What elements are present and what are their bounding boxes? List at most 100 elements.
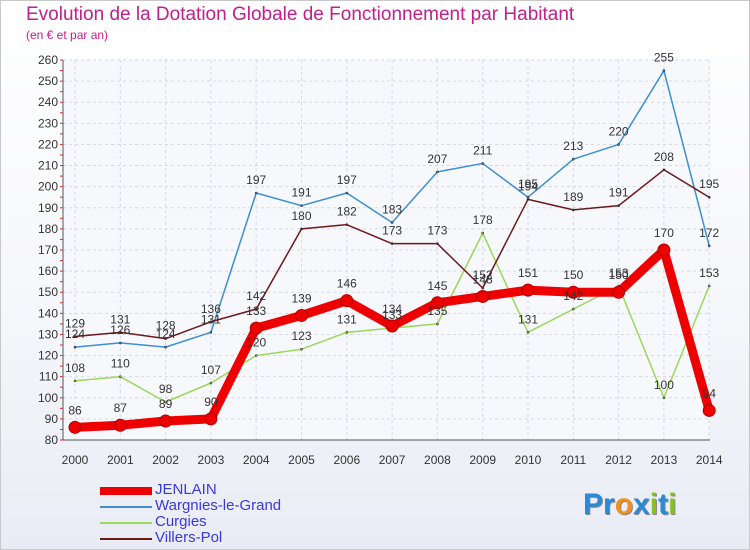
data-label-curgies: 153 <box>699 266 719 280</box>
data-point-villers-pol <box>345 223 349 226</box>
data-point-wargnies-le-grand <box>662 69 666 72</box>
data-label-curgies: 131 <box>337 312 357 326</box>
logo-letter: i <box>668 488 677 521</box>
data-label-wargnies-le-grand: 191 <box>291 186 311 200</box>
data-point-wargnies-le-grand <box>526 195 530 199</box>
data-point-jenlain <box>295 308 308 322</box>
data-label-villers-pol: 152 <box>473 268 493 282</box>
data-label-wargnies-le-grand: 172 <box>699 226 719 240</box>
data-point-jenlain <box>476 289 490 303</box>
data-label-jenlain: 146 <box>337 277 357 291</box>
data-label-villers-pol: 182 <box>337 205 357 219</box>
data-point-curgies <box>254 354 258 357</box>
data-point-curgies <box>436 322 439 326</box>
data-point-curgies <box>119 375 122 378</box>
y-tick-label: 200 <box>38 180 58 194</box>
data-label-wargnies-le-grand: 220 <box>609 124 629 138</box>
data-point-villers-pol <box>526 198 530 201</box>
y-tick-label: 180 <box>38 222 58 236</box>
data-label-villers-pol: 128 <box>156 319 176 333</box>
data-label-jenlain: 145 <box>427 279 447 293</box>
y-tick-label: 150 <box>38 285 58 299</box>
data-point-jenlain <box>340 294 354 308</box>
data-point-villers-pol <box>571 208 575 212</box>
data-point-wargnies-le-grand <box>345 191 349 195</box>
legend-item-villers-pol: Villers-Pol <box>100 530 340 547</box>
x-tick-label: 2000 <box>62 453 89 467</box>
data-label-curgies: 98 <box>159 382 173 396</box>
data-point-curgies <box>526 331 530 334</box>
data-point-jenlain <box>702 403 716 417</box>
data-point-villers-pol <box>617 204 620 207</box>
data-point-villers-pol <box>164 337 167 340</box>
plot-area <box>63 60 710 440</box>
data-label-villers-pol: 195 <box>699 177 719 191</box>
x-tick-label: 2012 <box>605 453 632 467</box>
data-label-villers-pol: 173 <box>427 224 447 238</box>
data-point-curgies <box>345 331 349 334</box>
data-label-villers-pol: 129 <box>65 317 85 331</box>
data-label-villers-pol: 142 <box>246 289 266 303</box>
data-label-jenlain: 170 <box>654 226 674 240</box>
data-label-jenlain: 90 <box>204 395 218 409</box>
data-label-wargnies-le-grand: 131 <box>201 312 221 326</box>
data-label-villers-pol: 180 <box>291 209 311 223</box>
data-point-jenlain <box>385 319 399 333</box>
logo-letter: P <box>583 488 604 521</box>
data-point-curgies <box>73 379 77 383</box>
y-tick-label: 110 <box>39 370 58 384</box>
data-point-wargnies-le-grand <box>209 331 213 334</box>
y-tick-label: 170 <box>38 243 58 257</box>
logo-letter: i <box>649 488 659 521</box>
data-label-jenlain: 134 <box>382 302 402 316</box>
y-tick-label: 130 <box>38 327 58 341</box>
data-point-wargnies-le-grand <box>481 162 485 165</box>
data-point-jenlain <box>612 285 626 299</box>
data-label-curgies: 100 <box>654 378 674 392</box>
logo-letter: o <box>614 488 634 521</box>
data-point-jenlain <box>566 285 580 299</box>
data-label-curgies: 110 <box>111 357 130 371</box>
x-tick-label: 2003 <box>198 453 225 467</box>
y-tick-label: 160 <box>38 264 58 278</box>
data-label-wargnies-le-grand: 255 <box>654 51 674 65</box>
data-label-villers-pol: 194 <box>518 179 538 193</box>
y-tick-label: 80 <box>45 433 59 447</box>
data-label-wargnies-le-grand: 195 <box>518 177 538 191</box>
proxiti-logo: Proxiti <box>583 488 676 522</box>
data-point-villers-pol <box>300 227 303 231</box>
legend-item-jenlain: JENLAIN <box>100 481 340 499</box>
y-tick-label: 240 <box>38 95 58 109</box>
data-label-curgies: 142 <box>563 289 583 303</box>
data-point-villers-pol <box>119 331 122 334</box>
data-point-wargnies-le-grand <box>164 345 167 349</box>
data-point-curgies <box>481 231 485 235</box>
data-label-wargnies-le-grand: 183 <box>382 203 402 217</box>
x-tick-label: 2010 <box>515 453 542 467</box>
data-label-jenlain: 133 <box>246 304 266 318</box>
y-tick-label: 230 <box>38 116 58 130</box>
chart-subtitle: (en € et par an) <box>26 28 109 42</box>
data-point-jenlain <box>430 296 444 310</box>
x-tick-label: 2004 <box>243 453 270 467</box>
data-point-curgies <box>707 284 711 288</box>
legend-swatch-jenlain <box>100 487 152 495</box>
data-point-jenlain <box>249 321 263 335</box>
data-label-curgies: 135 <box>427 304 447 318</box>
x-tick-label: 2005 <box>288 453 315 467</box>
x-tick-label: 2007 <box>379 453 406 467</box>
data-point-wargnies-le-grand <box>571 157 575 161</box>
logo-letter: r <box>603 488 615 521</box>
x-tick-label: 2014 <box>696 453 723 467</box>
legend-label-jenlain: JENLAIN <box>155 481 217 498</box>
y-tick-label: 250 <box>38 74 58 88</box>
data-point-villers-pol <box>662 168 666 172</box>
data-point-jenlain <box>521 283 535 297</box>
data-point-villers-pol <box>390 242 394 245</box>
x-tick-label: 2008 <box>424 453 451 467</box>
data-point-curgies <box>571 307 575 311</box>
data-label-villers-pol: 131 <box>110 312 130 326</box>
data-label-wargnies-le-grand: 126 <box>110 323 130 337</box>
x-tick-label: 2011 <box>560 453 586 467</box>
